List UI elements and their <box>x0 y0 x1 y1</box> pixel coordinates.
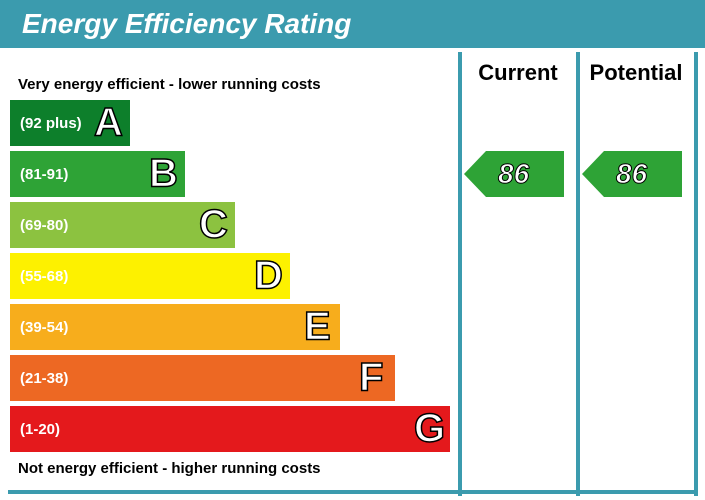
rating-bar-g: (1-20) G <box>10 406 450 452</box>
rating-bars: (92 plus) A (81-91) B (69-80) C (55-68) D (39-54… <box>10 100 455 457</box>
arrow-current: 86 <box>464 151 564 197</box>
column-divider <box>576 52 580 496</box>
rating-letter: D <box>254 254 283 299</box>
rating-letter: B <box>149 152 178 197</box>
rating-range: (1-20) <box>10 421 60 438</box>
rating-bar-c: (69-80) C <box>10 202 235 248</box>
rating-range: (81-91) <box>10 166 68 183</box>
rating-letter: F <box>359 356 383 401</box>
epc-rating-chart: Energy Efficiency Rating Very energy eff… <box>0 0 705 500</box>
rating-letter: A <box>94 101 123 146</box>
rating-range: (21-38) <box>10 370 68 387</box>
bottom-border <box>8 490 697 494</box>
arrow-potential: 86 <box>582 151 682 197</box>
current-value: 86 <box>498 158 529 190</box>
potential-value: 86 <box>616 158 647 190</box>
caption-inefficient: Not energy efficient - higher running co… <box>18 460 321 477</box>
rating-bar-d: (55-68) D <box>10 253 290 299</box>
column-header-potential: Potential <box>580 60 692 86</box>
title-bar: Energy Efficiency Rating <box>0 0 705 48</box>
rating-range: (69-80) <box>10 217 68 234</box>
rating-letter: G <box>414 407 445 452</box>
rating-range: (39-54) <box>10 319 68 336</box>
rating-range: (55-68) <box>10 268 68 285</box>
column-divider <box>458 52 462 496</box>
column-header-current: Current <box>462 60 574 86</box>
rating-bar-e: (39-54) E <box>10 304 340 350</box>
rating-bar-a: (92 plus) A <box>10 100 130 146</box>
caption-efficient: Very energy efficient - lower running co… <box>18 76 321 93</box>
column-divider <box>694 52 698 496</box>
rating-letter: E <box>304 305 331 350</box>
rating-range: (92 plus) <box>10 115 82 132</box>
rating-bar-f: (21-38) F <box>10 355 395 401</box>
rating-bar-b: (81-91) B <box>10 151 185 197</box>
chart-title: Energy Efficiency Rating <box>22 8 351 40</box>
chart-body: Very energy efficient - lower running co… <box>0 48 705 500</box>
rating-letter: C <box>199 203 228 248</box>
